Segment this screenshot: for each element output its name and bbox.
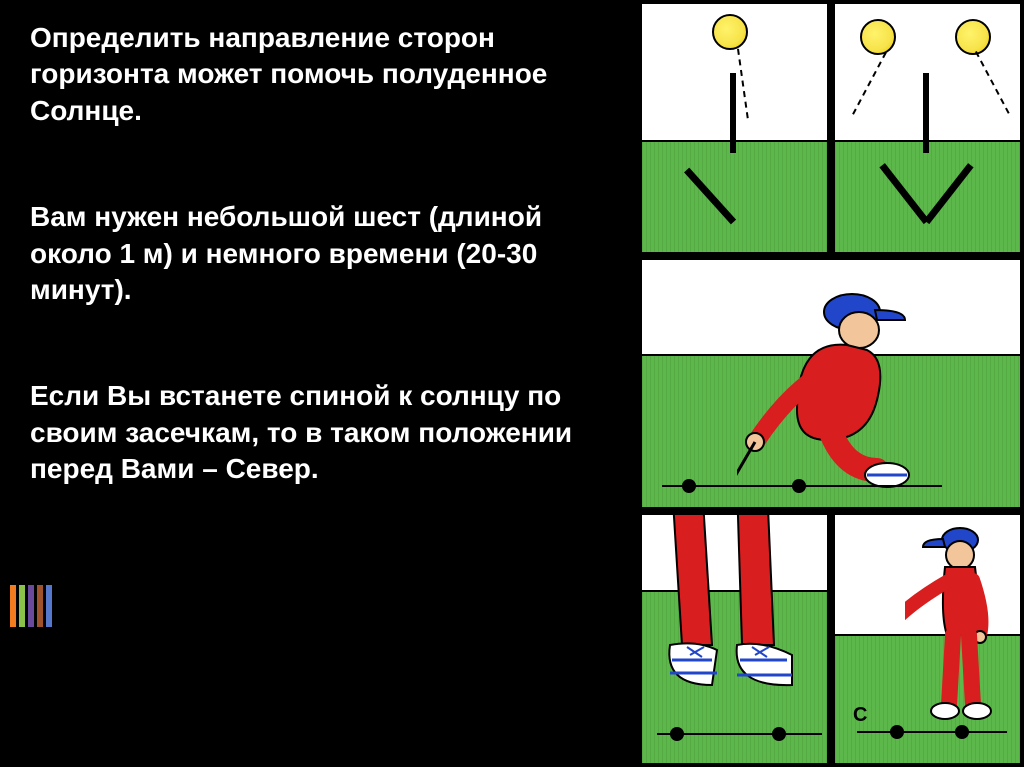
accent-stripes <box>10 585 52 627</box>
stick-icon <box>730 73 736 153</box>
panel-person-marking <box>640 258 1022 510</box>
person-standing-icon <box>905 525 1022 735</box>
paragraph-2: Вам нужен небольшой шест (длиной около 1… <box>30 199 620 308</box>
legs-icon <box>642 513 829 735</box>
person-crouching-icon <box>737 290 977 500</box>
panel-feet-closeup <box>640 513 829 765</box>
panel-sun-double <box>833 2 1022 254</box>
sun-icon <box>955 19 991 55</box>
panel-person-pointing: С <box>833 513 1022 765</box>
paragraph-3: Если Вы встанете спиной к солнцу по свои… <box>30 378 620 487</box>
illustration-column: С <box>640 0 1024 767</box>
north-label: С <box>853 704 867 727</box>
sun-icon <box>860 19 896 55</box>
panel-sun-single <box>640 2 829 254</box>
sun-icon <box>712 14 748 50</box>
paragraph-1: Определить направление сторон горизонта … <box>30 20 620 129</box>
stick-icon <box>923 73 929 153</box>
